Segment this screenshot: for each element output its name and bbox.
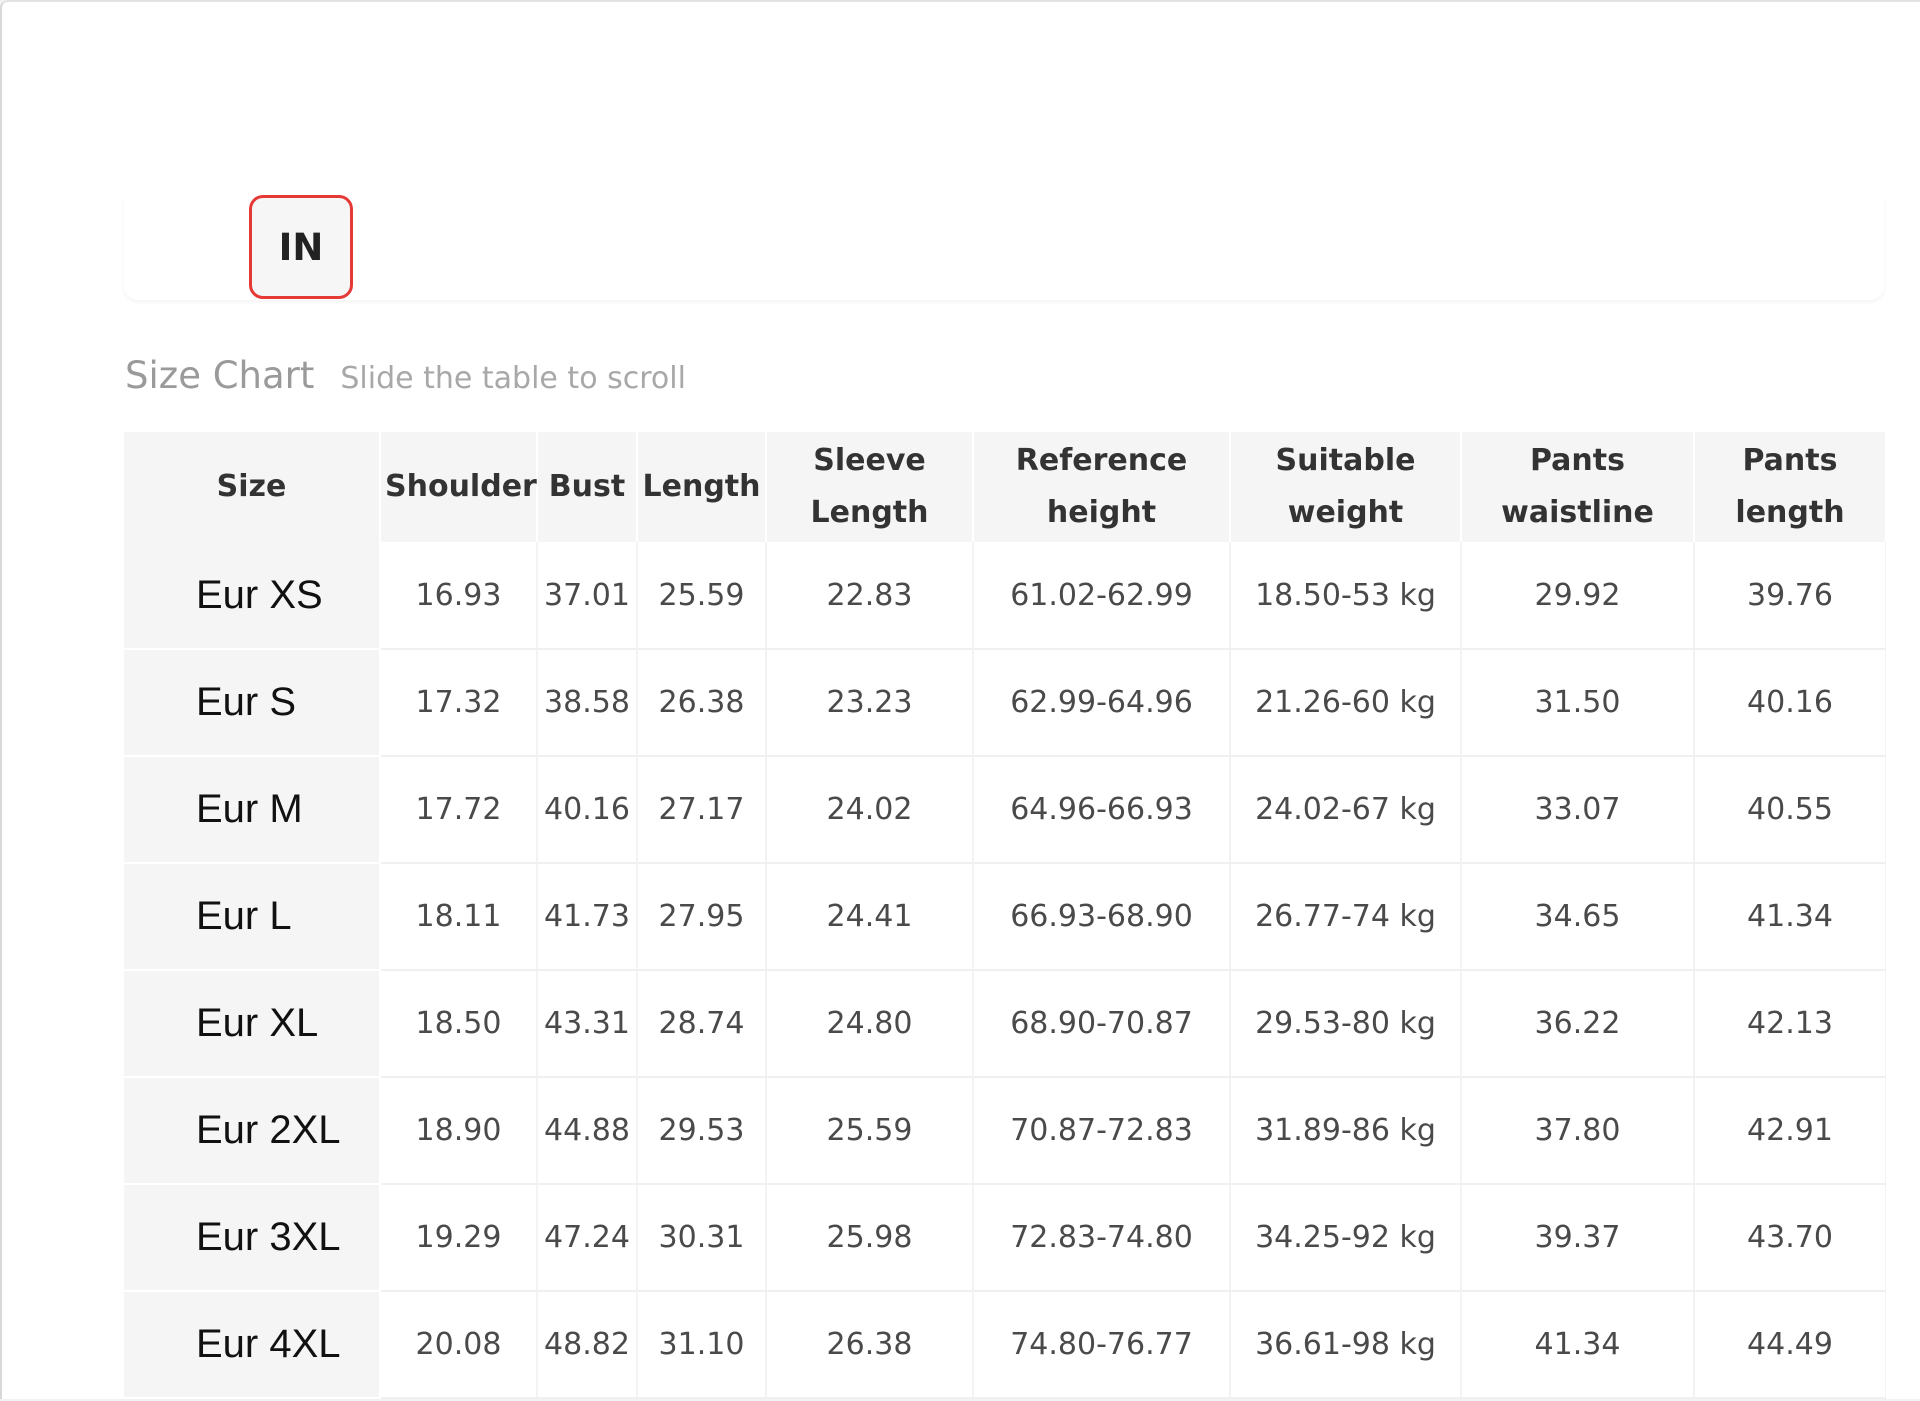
size-label-cell: Eur L — [124, 863, 381, 971]
table-cell: 38.58 — [537, 649, 638, 757]
column-header-shoulder: Shoulder — [380, 432, 538, 542]
table-row: Eur 3XL 19.29 47.24 30.31 25.98 72.83-74.80 34… — [124, 1184, 1886, 1292]
table-cell: 31.10 — [637, 1291, 767, 1399]
size-label-cell: Eur XS — [124, 542, 381, 650]
table-cell: 18.90 — [380, 1077, 538, 1185]
table-row: Eur S 17.32 38.58 26.38 23.23 62.99-64.96 21.2… — [124, 649, 1886, 757]
table-cell: 39.76 — [1694, 542, 1886, 650]
table-cell: 33.07 — [1461, 756, 1695, 864]
table-cell: 17.32 — [380, 649, 538, 757]
table-header-row: Size Shoulder Bust Length Sleeve Length Refer… — [124, 432, 1886, 542]
table-cell: 34.65 — [1461, 863, 1695, 971]
table-cell: 66.93-68.90 — [973, 863, 1231, 971]
table-cell: 41.34 — [1694, 863, 1886, 971]
table-cell: 39.37 — [1461, 1184, 1695, 1292]
table-row: Eur L 18.11 41.73 27.95 24.41 66.93-68.90 26.7… — [124, 863, 1886, 971]
table-cell: 41.73 — [537, 863, 638, 971]
table-cell: 29.92 — [1461, 542, 1695, 650]
size-label-cell: Eur M — [124, 756, 381, 864]
table-cell: 37.01 — [537, 542, 638, 650]
table-cell: 29.53 — [637, 1077, 767, 1185]
size-chart-title: Size Chart — [125, 354, 315, 397]
table-cell: 31.89-86 kg — [1230, 1077, 1462, 1185]
column-header-size: Size — [124, 432, 381, 542]
table-cell: 24.02 — [766, 756, 974, 864]
table-cell: 62.99-64.96 — [973, 649, 1231, 757]
table-cell: 26.38 — [766, 1291, 974, 1399]
table-cell: 27.17 — [637, 756, 767, 864]
table-row: Eur XL 18.50 43.31 28.74 24.80 68.90-70.87 29.… — [124, 970, 1886, 1078]
table-cell: 21.26-60 kg — [1230, 649, 1462, 757]
size-chart-heading: Size Chart Slide the table to scroll — [125, 354, 686, 397]
table-cell: 43.70 — [1694, 1184, 1886, 1292]
column-header-bust: Bust — [537, 432, 638, 542]
size-table-scroll[interactable]: Size Shoulder Bust Length Sleeve Length Refer… — [124, 432, 1886, 1401]
table-cell: 28.74 — [637, 970, 767, 1078]
table-cell: 47.24 — [537, 1184, 638, 1292]
unit-in-button[interactable]: IN — [249, 195, 353, 299]
table-cell: 18.50-53 kg — [1230, 542, 1462, 650]
column-header-suitable-weight: Suitable weight — [1230, 432, 1462, 542]
column-header-pants-waistline: Pants waistline — [1461, 432, 1695, 542]
table-row: Eur XS 16.93 37.01 25.59 22.83 61.02-62.99 18.… — [124, 542, 1886, 650]
size-label-cell: Eur 4XL — [124, 1291, 381, 1399]
table-cell: 24.02-67 kg — [1230, 756, 1462, 864]
table-cell: 44.88 — [537, 1077, 638, 1185]
table-cell: 42.13 — [1694, 970, 1886, 1078]
table-cell: 64.96-66.93 — [973, 756, 1231, 864]
table-cell: 68.90-70.87 — [973, 970, 1231, 1078]
table-cell: 40.16 — [1694, 649, 1886, 757]
table-cell: 16.93 — [380, 542, 538, 650]
size-label-cell: Eur 3XL — [124, 1184, 381, 1292]
table-row: Eur 2XL 18.90 44.88 29.53 25.59 70.87-72.83 31… — [124, 1077, 1886, 1185]
table-cell: 34.25-92 kg — [1230, 1184, 1462, 1292]
table-cell: 26.38 — [637, 649, 767, 757]
size-label-cell: Eur 2XL — [124, 1077, 381, 1185]
table-cell: 40.55 — [1694, 756, 1886, 864]
table-cell: 61.02-62.99 — [973, 542, 1231, 650]
table-cell: 24.41 — [766, 863, 974, 971]
size-label-cell: Eur S — [124, 649, 381, 757]
table-cell: 26.77-74 kg — [1230, 863, 1462, 971]
table-cell: 74.80-76.77 — [973, 1291, 1231, 1399]
table-cell: 25.98 — [766, 1184, 974, 1292]
table-cell: 41.34 — [1461, 1291, 1695, 1399]
column-header-pants-length: Pants length — [1694, 432, 1886, 542]
column-header-sleeve-length: Sleeve Length — [766, 432, 974, 542]
table-cell: 42.91 — [1694, 1077, 1886, 1185]
size-label-cell: Eur XL — [124, 970, 381, 1078]
table-cell: 70.87-72.83 — [973, 1077, 1231, 1185]
table-cell: 24.80 — [766, 970, 974, 1078]
table-cell: 27.95 — [637, 863, 767, 971]
table-cell: 30.31 — [637, 1184, 767, 1292]
table-cell: 23.23 — [766, 649, 974, 757]
table-row: Eur M 17.72 40.16 27.17 24.02 64.96-66.93 24.0… — [124, 756, 1886, 864]
table-cell: 25.59 — [766, 1077, 974, 1185]
table-cell: 48.82 — [537, 1291, 638, 1399]
table-cell: 43.31 — [537, 970, 638, 1078]
table-cell: 18.11 — [380, 863, 538, 971]
column-header-length: Length — [637, 432, 767, 542]
column-header-reference-height: Reference height — [973, 432, 1231, 542]
table-cell: 19.29 — [380, 1184, 538, 1292]
table-cell: 20.08 — [380, 1291, 538, 1399]
table-cell: 36.61-98 kg — [1230, 1291, 1462, 1399]
table-cell: 31.50 — [1461, 649, 1695, 757]
size-table: Size Shoulder Bust Length Sleeve Length Refer… — [124, 432, 1886, 1399]
table-cell: 22.83 — [766, 542, 974, 650]
table-cell: 72.83-74.80 — [973, 1184, 1231, 1292]
table-row: Eur 4XL 20.08 48.82 31.10 26.38 74.80-76.77 36… — [124, 1291, 1886, 1399]
scroll-hint: Slide the table to scroll — [340, 361, 686, 396]
table-cell: 29.53-80 kg — [1230, 970, 1462, 1078]
table-cell: 36.22 — [1461, 970, 1695, 1078]
table-cell: 40.16 — [537, 756, 638, 864]
table-cell: 37.80 — [1461, 1077, 1695, 1185]
table-cell: 17.72 — [380, 756, 538, 864]
table-cell: 25.59 — [637, 542, 767, 650]
table-body: Eur XS 16.93 37.01 25.59 22.83 61.02-62.99 18.… — [124, 542, 1886, 1399]
table-cell: 18.50 — [380, 970, 538, 1078]
unit-selector-bar — [124, 190, 1884, 300]
table-cell: 44.49 — [1694, 1291, 1886, 1399]
